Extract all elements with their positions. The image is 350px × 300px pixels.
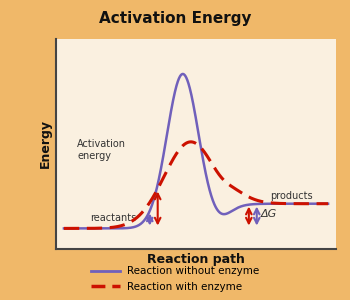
Text: products: products bbox=[270, 190, 313, 201]
Text: reactants: reactants bbox=[90, 213, 136, 223]
Legend: Reaction without enzyme, Reaction with enzyme: Reaction without enzyme, Reaction with e… bbox=[91, 266, 259, 292]
Text: Activation Energy: Activation Energy bbox=[99, 11, 251, 26]
Y-axis label: Energy: Energy bbox=[39, 119, 52, 169]
X-axis label: Reaction path: Reaction path bbox=[147, 253, 245, 266]
Text: ΔG: ΔG bbox=[261, 209, 277, 219]
Text: Activation
energy: Activation energy bbox=[77, 140, 126, 161]
